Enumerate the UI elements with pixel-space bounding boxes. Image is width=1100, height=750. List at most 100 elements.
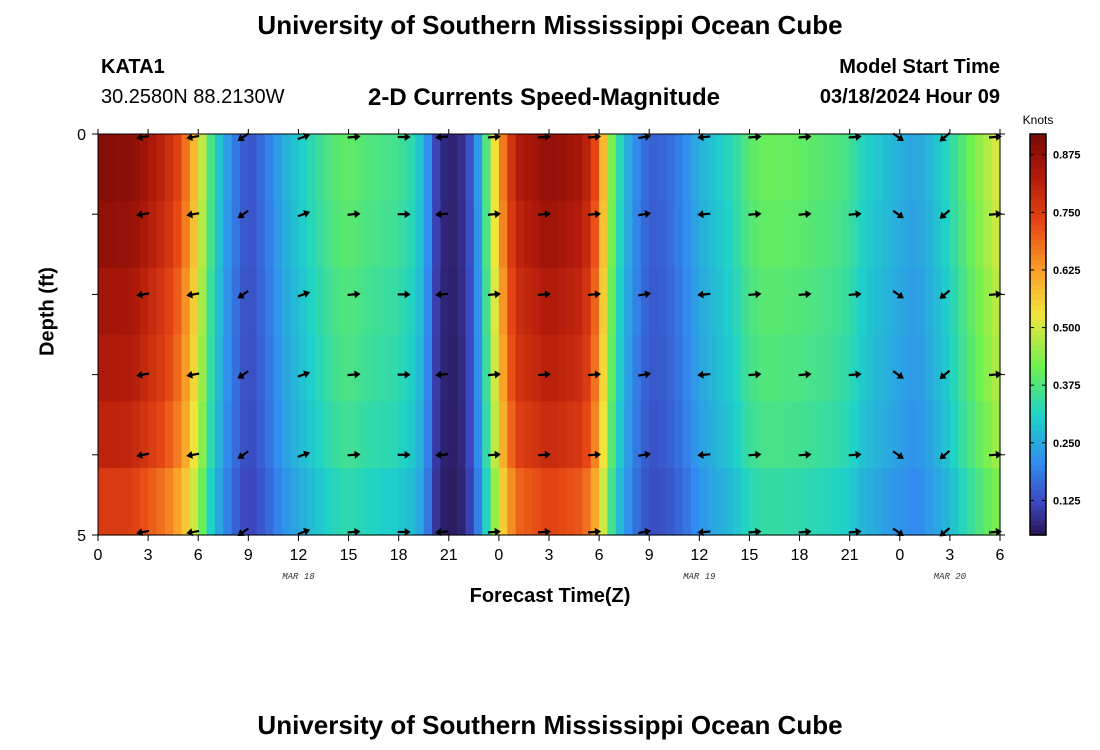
heatmap-cell [348,468,358,536]
heatmap-cell [640,468,650,536]
heatmap-cell [156,267,166,336]
colorbar-segment [1030,269,1046,275]
heatmap-cell [231,200,241,269]
heatmap-cell [665,401,675,469]
heatmap-cell [732,401,742,469]
heatmap-cell [690,134,700,202]
date-label: MAR 19 [683,572,716,582]
heatmap-cell [223,334,233,402]
heatmap-cell [908,334,918,402]
x-tick-label: 15 [340,547,358,564]
heatmap-cell [381,468,391,536]
heatmap-cell [306,468,316,536]
heatmap-cell [457,334,467,402]
heatmap-cell [189,267,199,336]
heatmap-cell [123,134,133,202]
current-arrow [939,289,951,299]
heatmap-cell [665,468,675,536]
current-arrow [136,133,150,142]
current-arrow [798,210,812,219]
heatmap-cell [816,401,826,469]
current-arrow [186,370,200,379]
heatmap-cell [298,267,308,336]
heatmap-cell [340,334,350,402]
current-arrow [588,132,602,141]
heatmap-cell [223,267,233,336]
heatmap-cell [766,267,776,336]
current-arrow [848,210,862,219]
heatmap-cell [958,200,968,269]
current-arrow [537,290,551,299]
current-arrow [588,210,602,219]
x-tick-label: 3 [945,547,954,564]
heatmap-cell [966,334,976,402]
current-arrow [892,450,904,459]
heatmap-cell [599,334,609,402]
heatmap-cell [156,134,166,202]
heatmap-cell [774,334,784,402]
heatmap-cell [841,334,851,402]
heatmap-cell [749,468,759,536]
heatmap-cell [883,200,893,269]
heatmap-cells [98,134,1001,536]
colorbar-segment [1030,204,1046,210]
heatmap-cell [916,134,926,202]
heatmap-cell [298,134,308,202]
colorbar-segment [1030,189,1046,195]
colorbar-segment [1030,489,1046,496]
heatmap-cell [874,468,884,536]
heatmap-cell [883,468,893,536]
heatmap-cell [690,334,700,402]
heatmap-cell [415,401,425,469]
heatmap-cell [490,401,500,469]
heatmap-cell [849,401,859,469]
heatmap-cell [582,468,592,536]
heatmap-cell [949,334,959,402]
chart-subtitle: 2-D Currents Speed-Magnitude [368,84,721,111]
heatmap-cell [348,134,358,202]
heatmap-cell [490,200,500,269]
current-arrow [848,527,862,536]
heatmap-cell [866,468,876,536]
heatmap-cell [941,267,951,336]
heatmap-cell [858,200,867,269]
heatmap-cell [407,134,416,202]
current-arrow [347,210,361,219]
heatmap-cell [356,134,366,202]
heatmap-cell [607,134,617,202]
heatmap-cell [298,468,308,536]
heatmap-cell [682,401,692,469]
heatmap-cell [924,134,934,202]
colorbar-segment [1030,349,1046,356]
heatmap-cell [515,200,525,269]
heatmap-cell [540,134,550,202]
heatmap-cell [674,334,684,402]
heatmap-cell [858,401,867,469]
colorbar-tick-label: 0.250 [1053,438,1081,450]
heatmap-cell [791,401,801,469]
heatmap-cell [490,468,500,536]
heatmap-cell [891,334,901,402]
heatmap-cell [724,334,734,402]
x-tick-label: 3 [545,547,554,564]
heatmap-cell [265,401,274,469]
heatmap-cell [507,401,517,469]
x-tick-label: 3 [144,547,153,564]
heatmap-cell [432,401,442,469]
heatmap-cell [290,267,300,336]
heatmap-cell [390,200,400,269]
heatmap-cell [824,468,834,536]
heatmap-cell [123,267,133,336]
heatmap-cell [941,334,951,402]
heatmap-cell [991,134,1001,202]
colorbar-tick-label: 0.375 [1053,380,1081,392]
heatmap-cell [123,334,133,402]
heatmap-cell [381,200,391,269]
current-arrow [297,210,311,218]
heatmap-cell [532,200,542,269]
heatmap-cell [774,134,784,202]
current-arrow [537,132,551,141]
heatmap-cell [874,334,884,402]
heatmap-cell [707,267,717,336]
heatmap-cell [131,468,141,536]
